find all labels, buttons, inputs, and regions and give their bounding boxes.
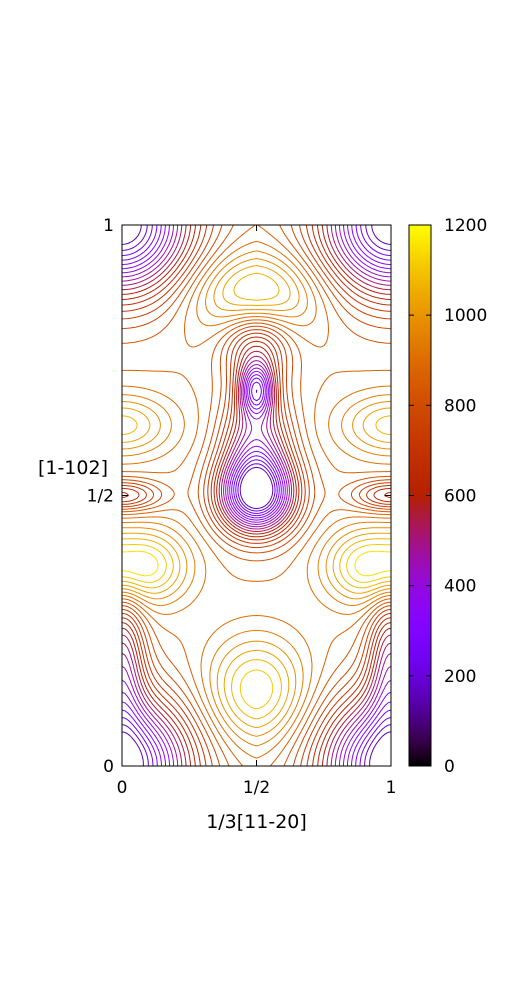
colorbar-tick-label: 1000 (444, 306, 487, 326)
contour-line-630 (122, 225, 391, 766)
colorbar-tick-label: 400 (444, 577, 476, 597)
contour-line-390 (122, 225, 391, 766)
contour-line-830 (122, 225, 391, 766)
contour-line-270 (122, 225, 391, 766)
x-tick-label: 1/2 (243, 778, 270, 798)
colorbar-tick-label: 600 (444, 487, 476, 507)
contour-line-550 (122, 225, 391, 766)
y-tick-label: 0 (103, 757, 114, 777)
contour-line-310 (122, 225, 391, 766)
colorbar-tick-label: 0 (444, 757, 455, 777)
x-tick-label: 1 (386, 778, 397, 798)
colorbar-tick-label: 200 (444, 667, 476, 687)
x-axis-label: 1/3[11-20] (206, 811, 307, 833)
contour-line-710 (122, 225, 391, 766)
y-tick-label: 1/2 (87, 487, 114, 507)
plot-frame (122, 225, 391, 766)
contour-line-430 (122, 225, 391, 766)
x-tick-label: 0 (117, 778, 128, 798)
contour-line-1070 (122, 273, 391, 719)
contour-line-670 (122, 225, 391, 766)
contour-line-870 (122, 225, 391, 766)
y-tick-label: 1 (103, 216, 114, 236)
contour-line-790 (122, 225, 391, 766)
contour-line-230 (122, 225, 391, 766)
contour-line-150 (122, 225, 391, 766)
contour-line-190 (122, 225, 391, 766)
y-axis-label: [1-102] (38, 457, 108, 479)
contour-line-910 (122, 241, 391, 758)
contour-line-950 (122, 251, 391, 746)
colorbar-tick-label: 800 (444, 396, 476, 416)
contour-line-1030 (122, 266, 391, 728)
contour-line-510 (122, 225, 391, 766)
contour-line-470 (122, 225, 391, 766)
contour-line-750 (122, 225, 391, 766)
contour-line-590 (122, 225, 391, 766)
contour-line-350 (122, 225, 391, 766)
colorbar-tick-label: 1200 (444, 216, 487, 236)
contour-lines (122, 225, 391, 766)
